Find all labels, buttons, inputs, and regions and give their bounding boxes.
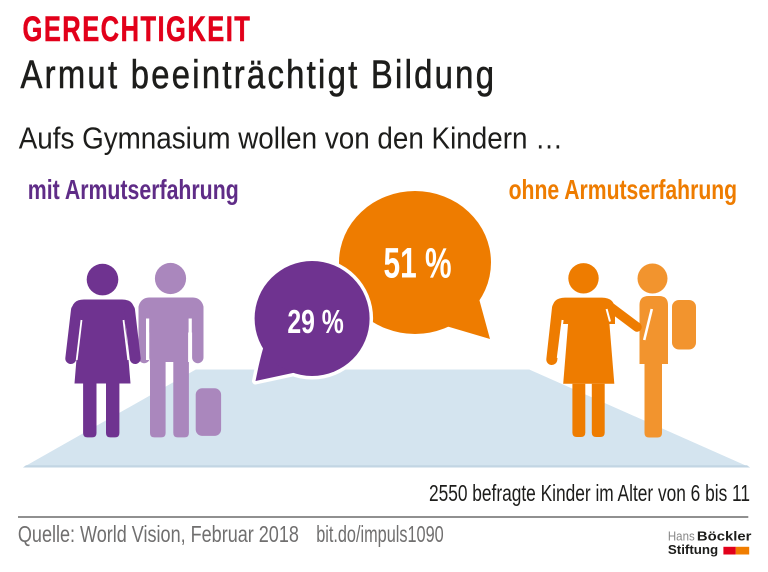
svg-text:GERECHTIGKEIT: GERECHTIGKEIT (23, 9, 252, 49)
svg-text:51 %: 51 % (384, 241, 452, 288)
svg-text:Aufs Gymnasium wollen von den: Aufs Gymnasium wollen von den Kindern … (19, 120, 563, 155)
svg-text:2550 befragte Kinder im Alter: 2550 befragte Kinder im Alter von 6 bis … (429, 480, 750, 506)
svg-text:Armut beeinträchtigt Bildung: Armut beeinträchtigt Bildung (21, 52, 497, 97)
svg-text:bit.do/impuls1090: bit.do/impuls1090 (316, 521, 444, 547)
svg-text:Quelle: World Vision, Februar: Quelle: World Vision, Februar 2018 (18, 521, 299, 547)
svg-text:mit Armutserfahrung: mit Armutserfahrung (28, 174, 239, 205)
svg-text:Stiftung: Stiftung (668, 543, 718, 557)
svg-text:29 %: 29 % (287, 303, 344, 340)
svg-text:Böckler: Böckler (697, 530, 752, 544)
svg-text:Hans: Hans (668, 530, 695, 544)
svg-text:ohne Armutserfahrung: ohne Armutserfahrung (509, 174, 737, 205)
